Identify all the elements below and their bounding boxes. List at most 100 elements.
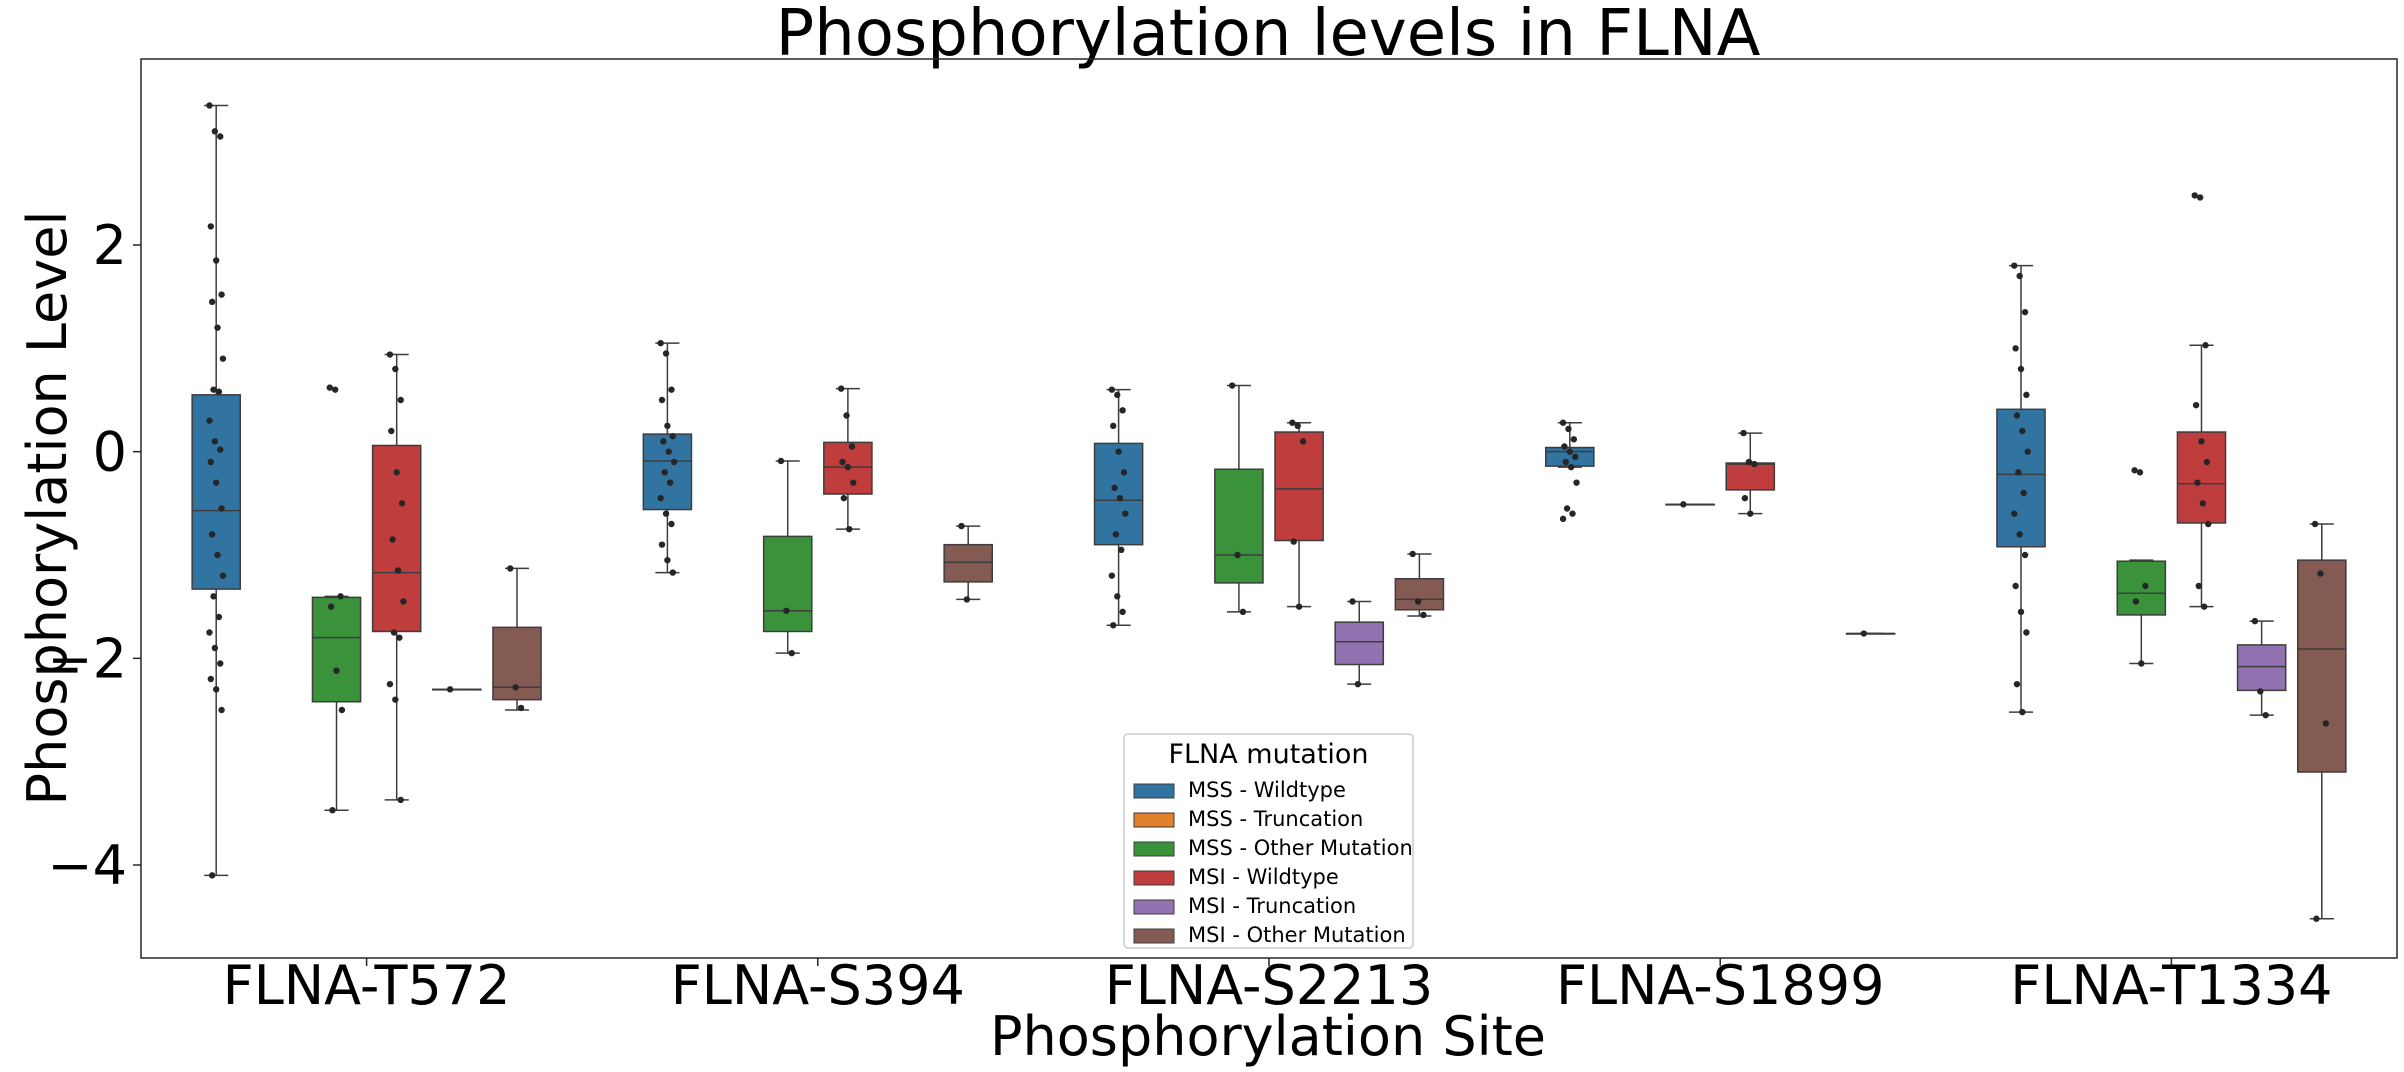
data-point [1110,422,1117,430]
box-mss-wildtype [642,339,693,576]
data-point [206,102,213,109]
data-point [850,479,857,486]
data-point [2023,391,2030,399]
data-point [2017,365,2025,373]
data-point [397,796,404,804]
data-point [666,479,674,486]
box-single-sample [432,686,482,693]
y-axis-label: Phosphorylation Level [16,211,79,806]
data-point [1747,510,1754,517]
data-point [1409,550,1416,558]
data-point [327,603,335,610]
data-point [669,569,676,576]
data-point [1118,546,1125,554]
data-point [1414,598,1422,605]
data-point [1559,419,1567,426]
data-point [1569,510,1576,517]
data-point [1741,494,1749,502]
data-point [1119,608,1126,616]
data-point [958,522,965,530]
legend-entry: MSI - Truncation [1188,894,1356,918]
data-point [1680,501,1687,508]
data-point [664,422,671,430]
data-point [2011,510,2018,517]
legend-swatch [1133,812,1175,828]
data-point [211,438,219,445]
data-point [777,457,785,465]
box-iqr [1214,468,1264,584]
data-point [2024,448,2031,455]
data-point [840,494,848,502]
box-iqr [311,596,362,703]
data-point [661,469,668,476]
data-point [211,128,219,135]
data-point [2313,915,2320,922]
data-point [208,872,216,879]
legend-swatch [1133,841,1175,857]
data-point [665,448,672,455]
data-point [1122,510,1129,517]
data-point [507,565,514,572]
legend-swatch [1133,783,1175,799]
data-point [1234,551,1241,559]
x-axis: FLNA-T572 FLNA-S394 FLNA-S2213 FLNA-S1899 FL… [223,954,2333,1017]
data-point [219,355,227,362]
data-point [1239,608,1247,616]
data-point [2200,603,2208,610]
legend-title: FLNA mutation [1168,739,1368,770]
data-point [2195,582,2202,590]
data-point [333,667,340,674]
data-point [2136,469,2144,476]
box-msi-wildtype [823,385,873,533]
data-point [214,551,221,559]
data-point [2019,427,2026,435]
data-point [658,541,666,548]
legend-swatch [1133,870,1175,886]
data-point [657,339,664,347]
data-point [2199,500,2207,507]
data-point [1563,505,1571,512]
data-point [2202,342,2209,349]
box-msi-other-mutation [1394,550,1445,619]
data-point [788,649,795,657]
data-point [512,684,519,691]
data-point [1299,438,1307,445]
x-tick-label: FLNA-S394 [671,954,965,1017]
data-point [2192,401,2200,409]
box-msi-truncation [2236,617,2287,719]
box-msi-other-mutation [492,565,542,712]
data-point [1740,429,1747,437]
box-mss-other-mutation [762,457,813,657]
data-point [213,479,220,486]
data-point [206,417,213,424]
data-point [1349,598,1356,605]
data-point [2012,345,2019,352]
data-point [1290,538,1297,545]
data-point [2317,570,2324,577]
box-iqr [1394,578,1445,611]
data-point [844,463,852,471]
data-point [215,388,223,395]
data-point [2257,688,2264,695]
box-msi-wildtype [1274,419,1324,610]
data-point [392,696,399,703]
y-tick-label: 2 [93,214,127,277]
data-point [1110,622,1117,629]
legend: FLNA mutation MSS - Wildtype MSS - Truncat… [1123,733,1414,949]
box-iqr [2236,644,2287,692]
box-msi-wildtype [371,351,422,804]
data-point [2262,711,2269,719]
data-point [217,446,224,453]
data-point [214,324,221,331]
legend-swatch [1133,899,1175,915]
data-point [664,556,671,564]
data-point [393,469,400,476]
data-point [1108,572,1116,579]
data-point [331,386,339,393]
data-point [2142,582,2149,590]
data-point [388,427,395,435]
data-point [843,412,850,419]
data-point [1570,436,1578,443]
data-point [218,291,225,298]
